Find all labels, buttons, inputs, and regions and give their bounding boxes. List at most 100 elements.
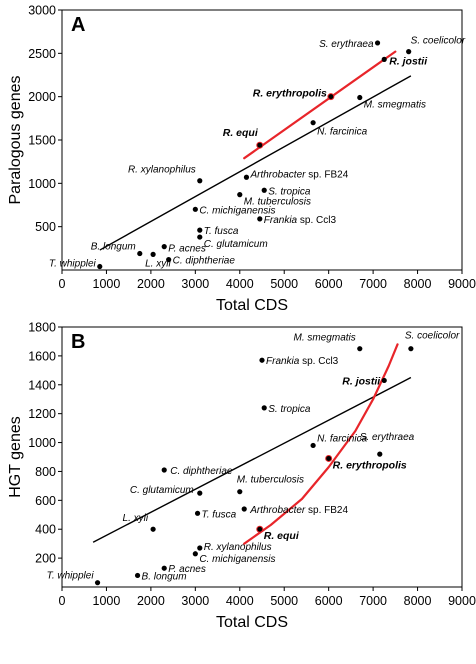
data-point-n-farcinica: [310, 120, 316, 126]
point-label-t-whipplei: T. whipplei: [49, 259, 97, 270]
y-tick-label: 1200: [28, 407, 56, 421]
data-point-c-diphtheriae: [161, 467, 167, 473]
x-tick-label: 9000: [448, 277, 476, 291]
y-tick-label: 3000: [28, 4, 56, 18]
x-tick-label: 4000: [226, 277, 254, 291]
point-label-n-farcinica: N. farcinica: [317, 433, 367, 444]
point-label-arthrobacter-sp-fb24: Arthrobacter sp. FB24: [249, 169, 348, 180]
x-tick-label: 7000: [359, 277, 387, 291]
plot-frame: [61, 326, 463, 588]
point-label-m-smegmatis: M. smegmatis: [294, 333, 356, 344]
y-tick-label: 1500: [28, 134, 56, 148]
data-point-p-acnes: [161, 565, 167, 571]
point-label-frankia-sp-ccl3: Frankia sp. Ccl3: [266, 356, 339, 367]
data-point-r-erythropolis: [325, 454, 333, 462]
x-tick-label: 4000: [226, 594, 254, 608]
data-point-frankia-sp-ccl3: [259, 357, 265, 363]
x-tick-label: 8000: [404, 277, 432, 291]
x-tick-label: 8000: [404, 594, 432, 608]
data-point-frankia-sp-ccl3: [257, 216, 263, 222]
y-tick-label: 2500: [28, 47, 56, 61]
point-label-t-whipplei: T. whipplei: [47, 571, 95, 582]
data-point-r-erythropolis: [327, 93, 335, 101]
data-point-m-smegmatis: [357, 346, 363, 352]
point-label-b-longum: B. longum: [91, 242, 136, 253]
x-tick-label: 0: [59, 594, 66, 608]
point-label-arthrobacter-sp-fb24: Arthrobacter sp. FB24: [249, 505, 348, 516]
y-tick-label: 2000: [28, 90, 56, 104]
point-label-c-diphtheriae: C. diphtheriae: [170, 466, 233, 477]
panel-b: 0 1000 2000 3000 4000 5000 6000 7000 8000 9000 200…: [7, 321, 476, 632]
data-point-b-longum: [137, 250, 143, 257]
point-label-c-glutamicum: C. glutamicum: [130, 485, 194, 496]
y-tick-label: 1000: [28, 436, 56, 450]
point-label-s-tropica: S. tropica: [268, 186, 311, 197]
point-label-c-glutamicum: C. glutamicum: [204, 239, 268, 250]
regression-line: [92, 376, 412, 543]
data-point-s-tropica: [261, 187, 267, 193]
point-label-m-tuberculosis: M. tuberculosis: [244, 197, 311, 208]
point-label-r-xylanophilus: R. xylanophilus: [128, 165, 196, 176]
data-point-n-farcinica: [310, 442, 316, 449]
x-tick-label: 1000: [93, 594, 121, 608]
y-tick-label: 1600: [28, 349, 56, 363]
data-point-s-erythraea: [374, 40, 381, 46]
point-label-r-erythropolis: R. erythropolis: [333, 459, 407, 471]
data-point-l-xyli: [150, 251, 156, 257]
rhodococcus-trend-line: [243, 343, 399, 545]
point-label-p-acnes: P. acnes: [168, 244, 206, 255]
data-point-r-jostii: [381, 56, 387, 63]
data-point-c-michiganensis: [192, 206, 198, 212]
data-point-c-glutamicum: [197, 234, 203, 240]
y-tick-label: 1000: [28, 177, 56, 191]
x-axis-title: Total CDS: [216, 297, 288, 314]
y-tick-label: 200: [35, 552, 56, 566]
panel-letter: A: [71, 14, 85, 36]
point-label-r-equi: R. equi: [223, 127, 259, 139]
data-point-r-jostii: [381, 377, 387, 384]
y-tick-label: 600: [35, 494, 56, 508]
data-point-c-diphtheriae: [166, 257, 172, 263]
point-label-n-farcinica: N. farcinica: [317, 127, 367, 138]
x-axis-title: Total CDS: [216, 614, 288, 631]
panel-a: 0 1000 2000 3000 4000 5000 6000 7000 8000 9000 500…: [7, 4, 476, 315]
data-point-t-fusca: [194, 510, 201, 516]
data-point-l-xyli: [150, 526, 156, 532]
data-point-r-equi: [256, 141, 264, 149]
data-point-m-tuberculosis: [237, 489, 243, 495]
data-point-s-coelicolor: [406, 49, 412, 55]
point-label-m-smegmatis: M. smegmatis: [364, 100, 426, 111]
data-point-t-fusca: [197, 227, 203, 233]
y-axis-title: HGT genes: [7, 416, 24, 498]
x-tick-label: 9000: [448, 594, 476, 608]
x-tick-label: 6000: [315, 594, 343, 608]
point-label-r-jostii: R. jostii: [342, 375, 381, 387]
point-label-r-equi: R. equi: [264, 530, 300, 542]
plot-frame: [61, 9, 463, 271]
regression-line: [99, 75, 412, 251]
data-point-arthrobacter-sp-fb24: [241, 506, 247, 512]
x-tick-label: 3000: [181, 594, 209, 608]
point-label-s-erythraea: S. erythraea: [319, 39, 374, 50]
x-tick-label: 3000: [181, 277, 209, 291]
data-point-m-tuberculosis: [237, 192, 243, 198]
data-point-c-glutamicum: [197, 490, 203, 496]
point-label-l-xyli: L. xyli: [145, 258, 171, 269]
point-label-c-michiganensis: C. michiganensis: [199, 205, 275, 216]
data-point-r-xylanophilus: [197, 545, 203, 551]
x-tick-label: 1000: [93, 277, 121, 291]
rhodococcus-trend-line: [243, 50, 397, 160]
y-tick-label: 500: [35, 220, 56, 234]
point-label-m-tuberculosis: M. tuberculosis: [237, 475, 304, 486]
point-label-s-tropica: S. tropica: [268, 404, 311, 415]
point-label-r-jostii: R. jostii: [389, 55, 428, 67]
data-point-r-equi: [256, 525, 264, 533]
point-label-b-longum: B. longum: [142, 571, 187, 582]
x-tick-label: 6000: [315, 277, 343, 291]
x-tick-label: 5000: [270, 277, 298, 291]
point-label-p-acnes: P. acnes: [168, 564, 206, 575]
data-point-t-whipplei: [97, 263, 103, 270]
y-tick-label: 1800: [28, 321, 56, 335]
data-point-s-erythraea: [377, 451, 383, 457]
